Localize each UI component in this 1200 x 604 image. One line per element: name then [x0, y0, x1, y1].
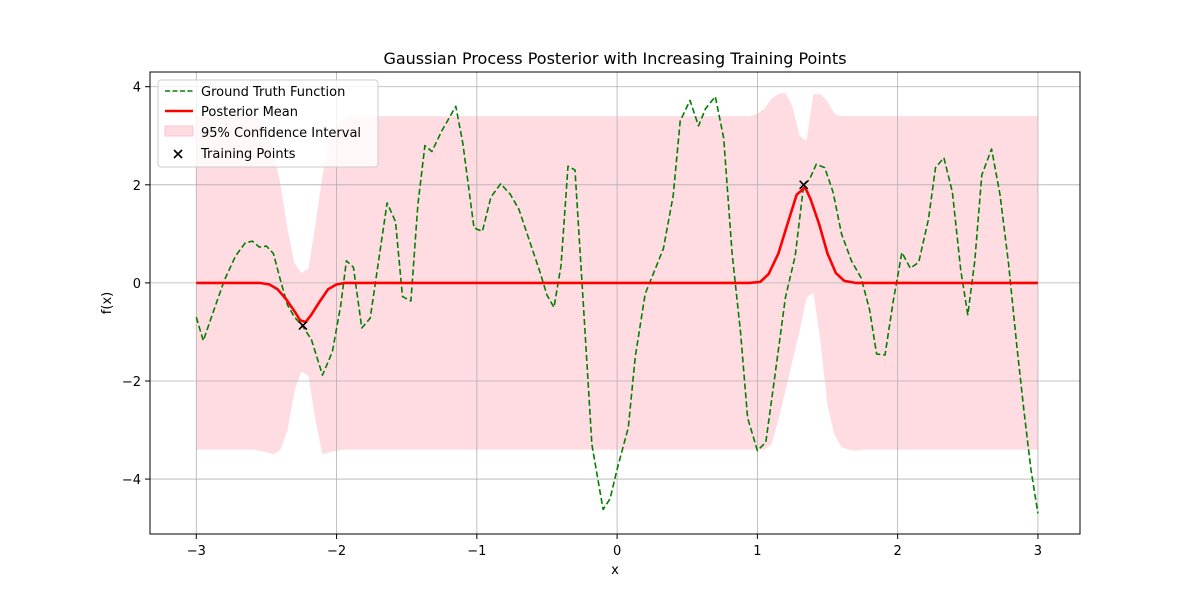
- x-tick-label: −3: [187, 544, 206, 559]
- series-line-ground-truth-function: [195, 95, 1039, 514]
- x-tick-label: 0: [613, 544, 621, 559]
- grid-layer: [150, 72, 1080, 534]
- x-tick-label: −1: [467, 544, 486, 559]
- x-tick-label: 1: [753, 544, 761, 559]
- legend-label-posterior-mean: Posterior Mean: [201, 105, 298, 120]
- y-tick-label: 0: [133, 277, 141, 292]
- x-tick-label: 3: [1034, 544, 1042, 559]
- legend-box: [157, 79, 379, 168]
- legend: Ground Truth Function Posterior Mean 95%…: [157, 79, 379, 168]
- x-axis-label: x: [611, 563, 619, 578]
- plot-frame: [149, 71, 1081, 535]
- series-line-posterior-mean: [196, 186, 1038, 324]
- legend-label-training-points: Training Points: [200, 147, 296, 162]
- y-tick-label: −4: [122, 473, 141, 488]
- x-tick-label: −2: [327, 544, 346, 559]
- legend-label-ground-truth: Ground Truth Function: [201, 85, 345, 100]
- y-tick-label: 4: [133, 81, 141, 96]
- legend-label-confidence-interval: 95% Confidence Interval: [201, 126, 361, 141]
- chart-title: Gaussian Process Posterior with Increasi…: [383, 49, 846, 68]
- training-point-marker: [799, 180, 809, 190]
- legend-swatch-training-points: [173, 149, 183, 159]
- series-layer: [195, 95, 1039, 514]
- y-tick-label: 2: [133, 179, 141, 194]
- y-tick-label: −2: [122, 375, 141, 390]
- x-axis-ticks: −3 −2 −1 0 1 2 3: [187, 534, 1042, 559]
- training-point-marker: [298, 320, 308, 331]
- y-axis-ticks: −4 −2 0 2 4: [122, 81, 150, 488]
- y-axis-label: f(x): [100, 292, 115, 314]
- training-points-layer: [298, 180, 809, 331]
- legend-swatch-confidence-interval: [164, 125, 194, 137]
- x-tick-label: 2: [894, 544, 902, 559]
